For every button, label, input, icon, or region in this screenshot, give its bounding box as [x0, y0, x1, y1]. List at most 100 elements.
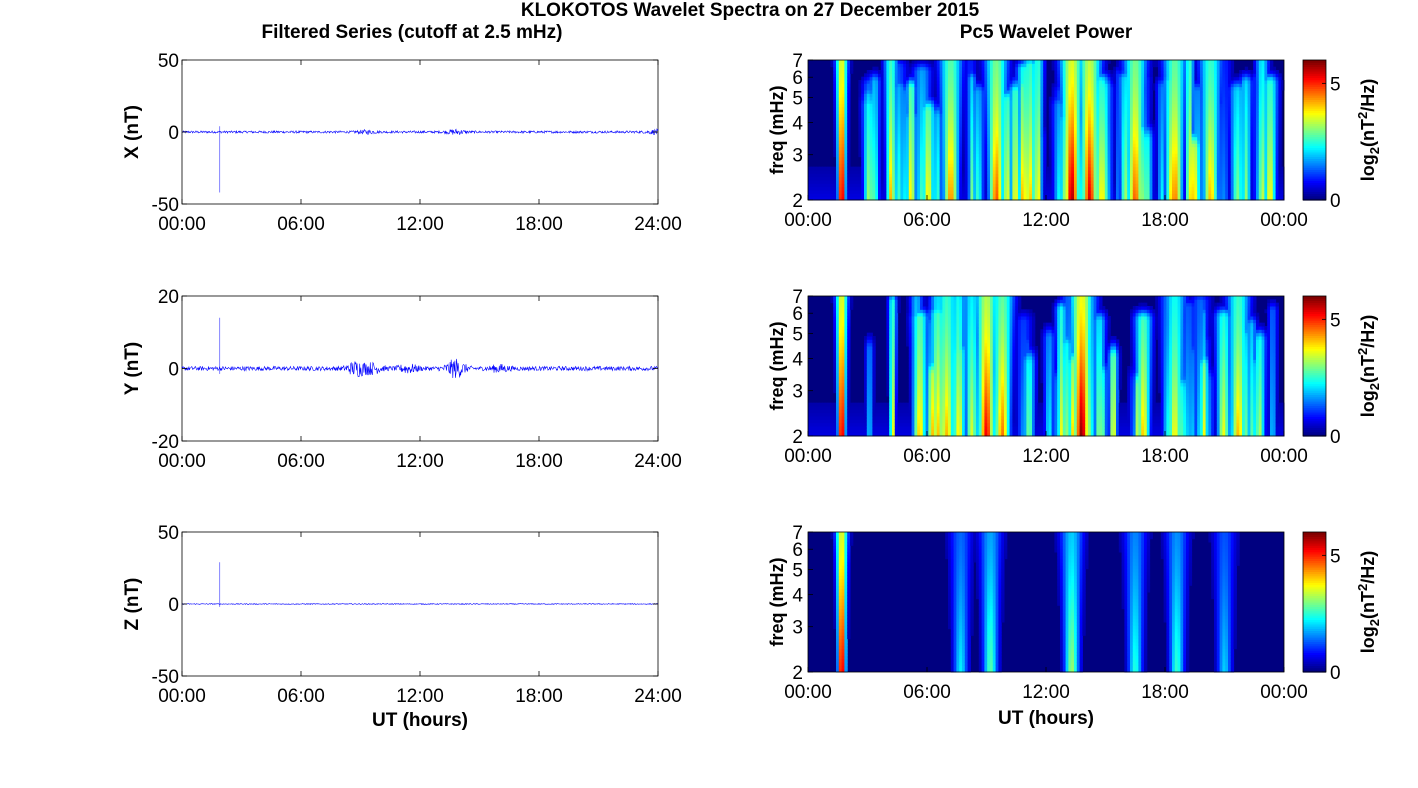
heatmap-cell: [841, 113, 845, 118]
heatmap-cell: [836, 106, 840, 111]
heatmap-cell: [894, 70, 899, 74]
heatmap-cell: [861, 86, 865, 91]
heatmap-cell: [925, 183, 929, 188]
heatmap-cell: [903, 106, 907, 111]
heatmap-cell: [928, 126, 932, 131]
heatmap-cell: [914, 116, 918, 121]
heatmap-cell: [950, 86, 955, 91]
heatmap-cell: [920, 126, 924, 131]
heatmap-cell: [962, 113, 966, 118]
heatmap-cell: [925, 133, 929, 138]
heatmap-cell: [833, 186, 837, 191]
heatmap-cell: [942, 103, 946, 108]
heatmap-cell: [956, 176, 960, 181]
heatmap-cell: [824, 183, 829, 188]
heatmap-cell: [897, 63, 901, 68]
heatmap-cell: [970, 133, 974, 138]
heatmap-cell: [1043, 133, 1047, 138]
heatmap-cell: [962, 70, 966, 74]
heatmap-cell: [892, 196, 896, 201]
heatmap-cell: [900, 190, 904, 194]
heatmap-cell: [906, 126, 910, 131]
heatmap-cell: [889, 163, 893, 168]
heatmap-cell: [928, 196, 932, 201]
heatmap-cell: [869, 193, 873, 198]
heatmap-cell: [936, 143, 941, 148]
heatmap-cell: [875, 183, 879, 188]
heatmap-cell: [878, 190, 882, 194]
heatmap-cell: [920, 130, 924, 134]
heatmap-cell: [816, 186, 820, 191]
heatmap-cell: [931, 113, 935, 118]
heatmap-cell: [911, 110, 915, 114]
heatmap-cell: [810, 170, 815, 174]
heatmap-cell: [936, 110, 941, 114]
heatmap-cell: [953, 133, 957, 138]
heatmap-cell: [911, 186, 915, 191]
heatmap-cell: [878, 160, 882, 164]
heatmap-cell: [922, 66, 927, 71]
heatmap-cell: [967, 63, 971, 68]
heatmap-cell: [886, 173, 890, 178]
heatmap-cell: [934, 133, 938, 138]
heatmap-cell: [836, 183, 840, 188]
heatmap-cell: [844, 96, 848, 101]
heatmap-cell: [939, 153, 943, 158]
heatmap-cell: [948, 156, 952, 161]
heatmap-cell: [931, 103, 935, 108]
heatmap-cell: [838, 123, 843, 128]
heatmap-cell: [838, 120, 843, 124]
heatmap-cell: [906, 103, 910, 108]
heatmap-cell: [838, 176, 843, 181]
heatmap-cell: [942, 140, 946, 144]
heatmap-cell: [914, 113, 918, 118]
heatmap-cell: [967, 186, 971, 191]
heatmap-cell: [928, 110, 932, 114]
heatmap-cell: [942, 73, 946, 78]
heatmap-cell: [819, 170, 823, 174]
heatmap-cell: [906, 80, 910, 84]
heatmap-cell: [861, 190, 865, 194]
heatmap-cell: [838, 86, 843, 91]
heatmap-cell: [959, 120, 963, 124]
heatmap-cell: [942, 86, 946, 91]
heatmap-cell: [889, 106, 893, 111]
heatmap-cell: [922, 173, 927, 178]
heatmap-cell: [925, 136, 929, 141]
heatmap-cell: [897, 163, 901, 168]
heatmap-cell: [945, 63, 949, 68]
heatmap-cell: [950, 116, 955, 121]
heatmap-cell: [1149, 80, 1153, 84]
heatmap-cell: [824, 180, 829, 184]
heatmap-cell: [822, 166, 826, 171]
heatmap-cell: [872, 110, 876, 114]
heatmap-cell: [967, 116, 971, 121]
heatmap-cell: [953, 160, 957, 164]
heatmap-cell: [847, 180, 851, 184]
heatmap-cell: [934, 106, 938, 111]
x-tick-label: 06:00: [277, 686, 325, 707]
heatmap-cell: [858, 176, 862, 181]
heatmap-cell: [917, 196, 921, 201]
heatmap-cell: [900, 180, 904, 184]
heatmap-cell: [934, 153, 938, 158]
heatmap-cell: [897, 96, 901, 101]
heatmap-cell: [897, 70, 901, 74]
heatmap-cell: [897, 66, 901, 71]
heatmap-cell: [964, 153, 969, 158]
heatmap-cell: [906, 153, 910, 158]
heatmap-cell: [931, 76, 935, 81]
heatmap-cell: [808, 176, 812, 181]
heatmap-cell: [920, 106, 924, 111]
heatmap-cell: [883, 96, 887, 101]
heatmap-cell: [880, 70, 885, 74]
x-tick-label: 00:00: [158, 451, 206, 472]
heatmap-cell: [892, 173, 896, 178]
heatmap-cell: [892, 120, 896, 124]
heatmap-cell: [880, 170, 885, 174]
heatmap-cell: [858, 183, 862, 188]
heatmap-cell: [973, 146, 977, 151]
heatmap-cell: [970, 160, 974, 164]
heatmap-cell: [897, 90, 901, 94]
heatmap-cell: [847, 116, 851, 121]
